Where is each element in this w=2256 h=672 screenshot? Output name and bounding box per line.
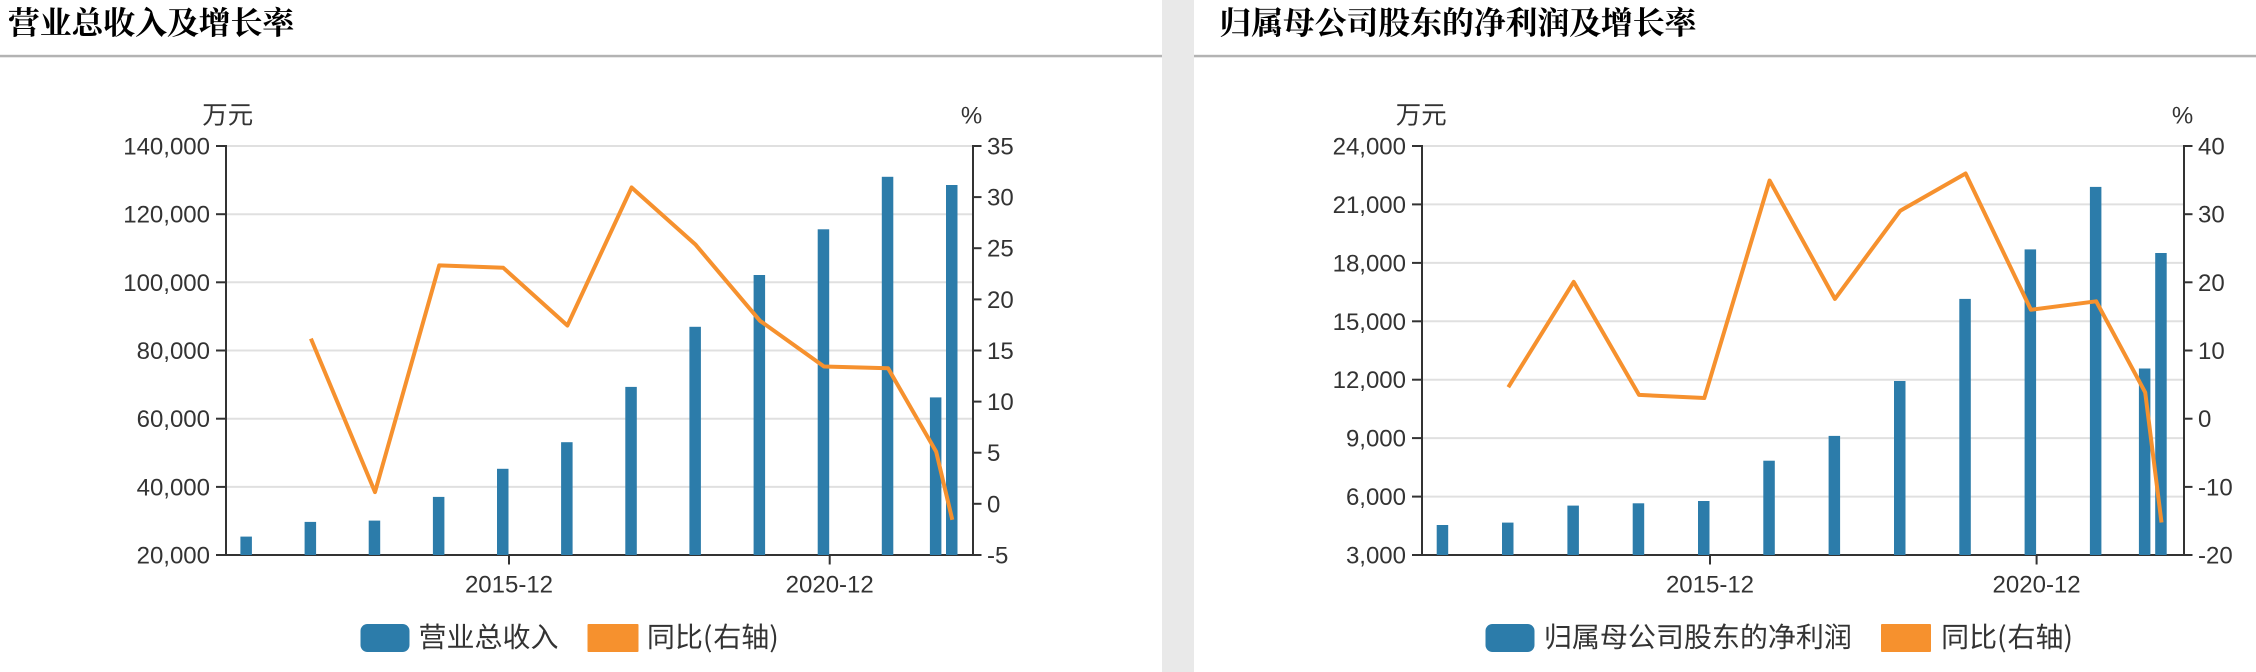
svg-text:6,000: 6,000 <box>1346 484 1406 511</box>
svg-text:20,000: 20,000 <box>137 543 210 570</box>
svg-text:10: 10 <box>2198 338 2225 365</box>
svg-text:-5: -5 <box>987 543 1008 570</box>
svg-text:18,000: 18,000 <box>1333 250 1406 277</box>
svg-text:15: 15 <box>987 338 1014 365</box>
svg-text:5: 5 <box>987 440 1000 467</box>
svg-text:2015-12: 2015-12 <box>1666 572 1754 599</box>
svg-text:21,000: 21,000 <box>1333 192 1406 219</box>
svg-text:0: 0 <box>987 491 1000 518</box>
svg-text:40,000: 40,000 <box>137 474 210 501</box>
svg-text:80,000: 80,000 <box>137 338 210 365</box>
svg-text:100,000: 100,000 <box>123 270 210 297</box>
svg-text:%: % <box>961 103 982 130</box>
svg-text:9,000: 9,000 <box>1346 426 1406 453</box>
svg-text:3,000: 3,000 <box>1346 543 1406 570</box>
svg-text:0: 0 <box>2198 406 2211 433</box>
svg-text:12,000: 12,000 <box>1333 367 1406 394</box>
svg-text:%: % <box>2172 103 2193 130</box>
svg-text:30: 30 <box>987 185 1014 212</box>
svg-text:20: 20 <box>2198 270 2225 297</box>
svg-text:35: 35 <box>987 134 1014 161</box>
svg-text:30: 30 <box>2198 202 2225 229</box>
svg-text:120,000: 120,000 <box>123 202 210 229</box>
svg-text:2015-12: 2015-12 <box>465 572 553 599</box>
svg-text:2020-12: 2020-12 <box>1993 572 2081 599</box>
svg-text:140,000: 140,000 <box>123 134 210 161</box>
svg-text:2020-12: 2020-12 <box>786 572 874 599</box>
svg-text:25: 25 <box>987 236 1014 263</box>
svg-text:10: 10 <box>987 389 1014 416</box>
svg-text:-20: -20 <box>2198 543 2233 570</box>
svg-text:24,000: 24,000 <box>1333 134 1406 161</box>
svg-text:60,000: 60,000 <box>137 406 210 433</box>
svg-text:40: 40 <box>2198 134 2225 161</box>
svg-text:-10: -10 <box>2198 474 2233 501</box>
svg-text:20: 20 <box>987 287 1014 314</box>
svg-text:15,000: 15,000 <box>1333 309 1406 336</box>
